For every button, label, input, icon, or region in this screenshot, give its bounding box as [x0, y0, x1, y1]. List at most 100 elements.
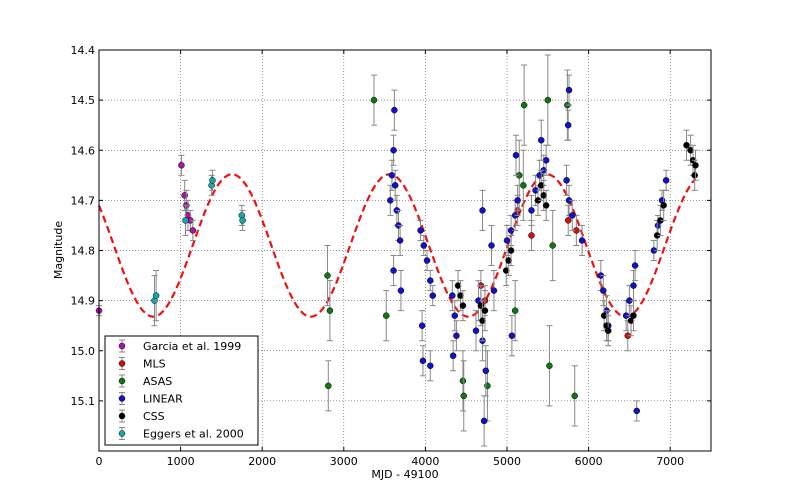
data-point — [549, 242, 556, 249]
y-tick-label: 14.7 — [71, 194, 96, 207]
data-point — [563, 177, 570, 184]
data-point — [420, 242, 428, 249]
data-point — [600, 287, 607, 294]
data-point — [564, 121, 572, 129]
y-tick-label: 14.6 — [71, 144, 96, 157]
data-point — [662, 177, 670, 184]
legend-label: CSS — [143, 410, 165, 423]
data-point — [520, 182, 527, 189]
data-point — [397, 287, 405, 294]
y-tick-label: 15.0 — [71, 345, 96, 358]
legend-label: Garcia et al. 1999 — [143, 340, 241, 353]
data-point — [454, 282, 462, 289]
data-point — [382, 312, 390, 319]
data-point — [417, 227, 424, 234]
data-point — [503, 237, 511, 244]
x-tick-label: 6000 — [575, 455, 603, 468]
data-point — [390, 147, 397, 154]
data-point — [604, 327, 612, 334]
y-tick-label: 14.5 — [71, 94, 96, 107]
series-garcia-et-al-1999 — [95, 154, 197, 317]
data-point — [418, 322, 426, 329]
data-point — [479, 317, 486, 324]
legend-marker — [118, 360, 126, 367]
data-point — [520, 101, 528, 109]
legend-marker — [118, 430, 126, 437]
data-point — [540, 192, 547, 199]
data-point — [660, 202, 667, 209]
data-point — [429, 292, 436, 299]
data-point — [427, 277, 434, 284]
data-point — [370, 96, 378, 104]
data-point — [546, 362, 553, 370]
data-point — [390, 267, 397, 274]
data-point — [564, 217, 572, 224]
legend-marker — [118, 395, 126, 402]
model-curve-layer — [97, 173, 696, 318]
data-point — [538, 136, 545, 144]
data-point — [388, 172, 396, 179]
data-point — [569, 212, 576, 219]
data-point — [578, 237, 586, 244]
x-tick-label: 1000 — [167, 455, 195, 468]
legend-marker — [118, 342, 126, 350]
data-point — [324, 272, 331, 279]
data-point — [480, 417, 488, 425]
data-point — [189, 227, 197, 234]
y-axis: 14.4 14.5 14.6 14.7 14.8 14.9 15.0 15.1 — [71, 44, 711, 408]
data-point — [542, 202, 550, 209]
data-point — [396, 237, 404, 244]
data-point — [453, 332, 460, 339]
series-asas — [324, 54, 578, 432]
data-point — [511, 307, 519, 314]
series-css — [454, 129, 699, 347]
data-point — [631, 262, 639, 269]
data-point — [479, 207, 486, 214]
data-point — [209, 177, 216, 184]
data-point — [419, 357, 427, 365]
x-tick-label: 5000 — [493, 455, 521, 468]
legend-marker — [118, 412, 126, 420]
series-linear — [387, 74, 670, 447]
data-point — [457, 292, 464, 299]
x-tick-label: 2000 — [248, 455, 276, 468]
data-point — [514, 197, 521, 204]
data-point — [239, 217, 246, 224]
data-point — [451, 312, 459, 319]
data-point — [459, 302, 467, 309]
data-point — [481, 307, 489, 314]
x-tick-label: 0 — [96, 455, 103, 468]
data-point — [691, 172, 698, 179]
legend-box — [104, 335, 259, 446]
data-point — [544, 96, 552, 104]
data-point — [630, 312, 637, 319]
data-point — [152, 292, 160, 299]
data-point — [482, 367, 490, 375]
data-point — [182, 217, 189, 224]
data-point — [565, 86, 573, 94]
data-point — [391, 106, 398, 114]
data-point — [528, 232, 535, 239]
data-point — [326, 307, 334, 314]
legend-label: LINEAR — [143, 393, 183, 406]
y-tick-label: 14.4 — [71, 44, 96, 57]
data-point — [490, 287, 498, 294]
data-point — [528, 207, 535, 214]
x-axis-label: MJD - 49100 — [371, 468, 438, 481]
data-point — [683, 141, 690, 149]
y-tick-label: 15.1 — [71, 395, 96, 408]
data-point — [427, 362, 434, 370]
data-point — [449, 292, 456, 299]
legend-label: Eggers et al. 2000 — [143, 428, 244, 441]
data-point — [538, 182, 545, 189]
data-point — [502, 267, 510, 274]
data-point — [505, 257, 512, 264]
legend-label: ASAS — [143, 375, 172, 388]
y-tick-label: 14.8 — [71, 245, 96, 258]
data-point — [459, 377, 467, 385]
data-layer — [95, 54, 699, 447]
data-point — [630, 282, 637, 289]
data-point — [692, 162, 699, 169]
data-point — [508, 332, 516, 339]
